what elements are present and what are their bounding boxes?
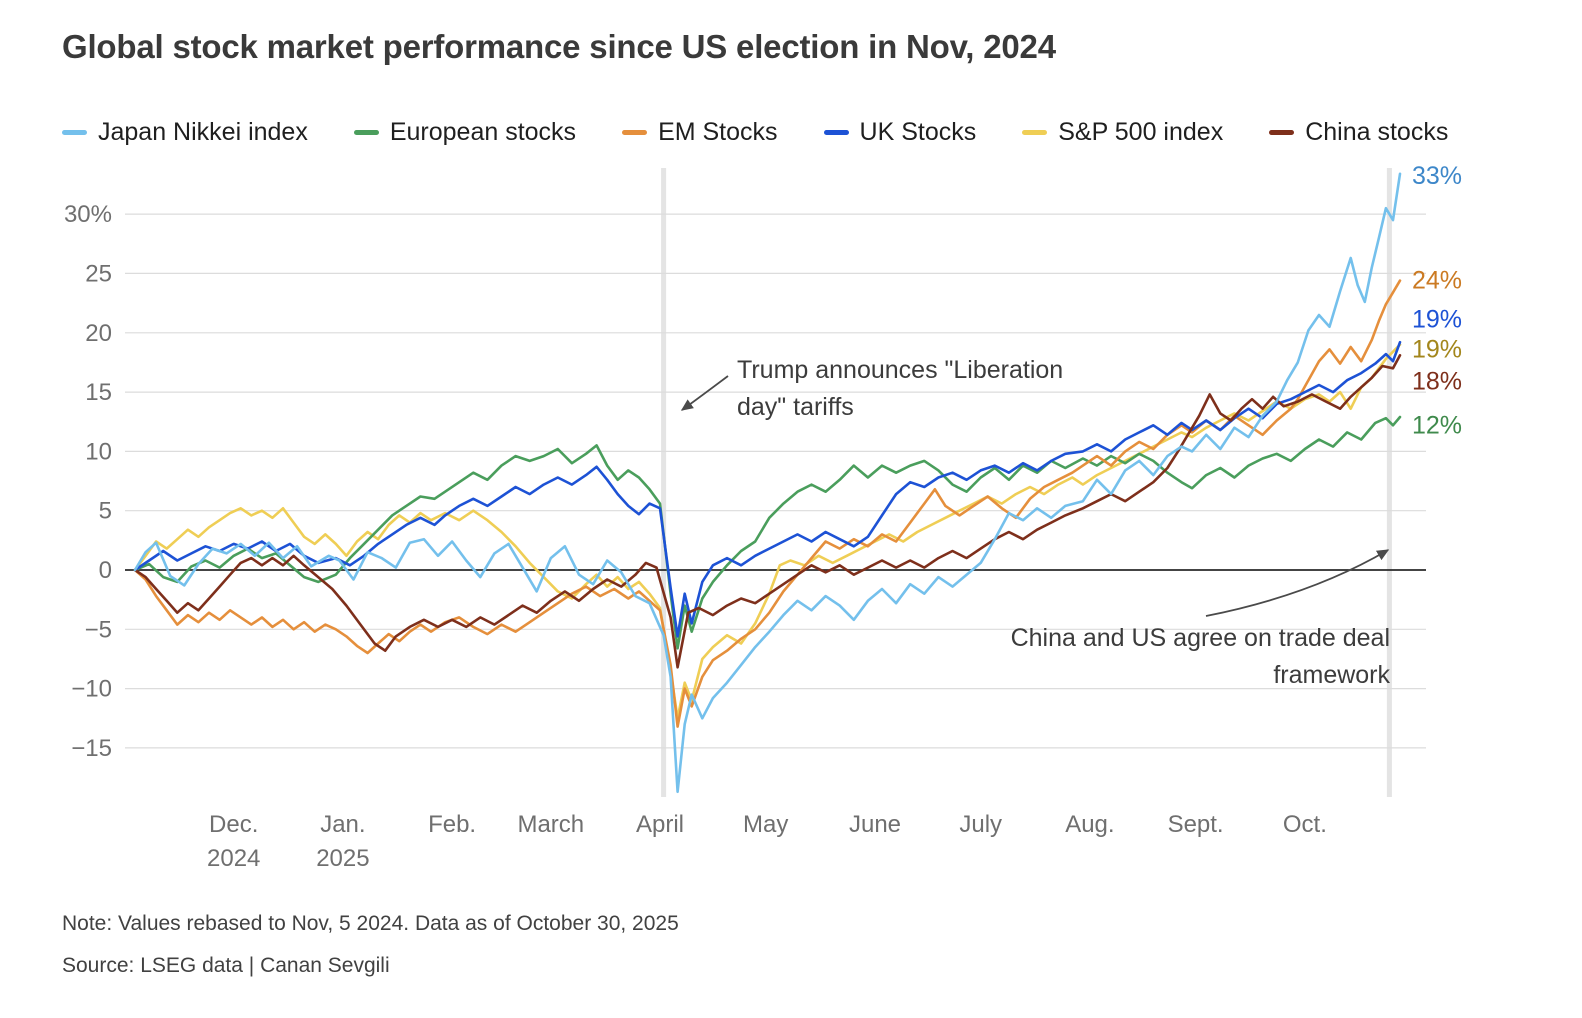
y-tick-label: −10 (71, 676, 112, 703)
y-tick-label: 0 (99, 557, 112, 584)
legend-dash-icon (622, 130, 648, 135)
x-tick-label: July (959, 811, 1002, 838)
legend-dash-icon (823, 130, 849, 135)
annotation-trade-deal: China and US agree on trade deal framewo… (1011, 620, 1390, 694)
legend-label: European stocks (389, 118, 577, 146)
liberation-annotation-arrow (680, 375, 729, 411)
y-tick-label: 25 (85, 260, 112, 287)
end-label-china-stocks: 18% (1412, 367, 1462, 395)
x-tick-label: Feb. (428, 811, 476, 838)
legend-dash-icon (1269, 130, 1295, 135)
x-tick-label: Sept. (1168, 811, 1224, 838)
legend-label: UK Stocks (859, 118, 977, 146)
x-tick-label: Jan. (320, 811, 365, 838)
series-line-european-stocks (133, 415, 1402, 650)
chart-legend: Japan Nikkei index European stocks EM Stoc… (62, 118, 1448, 147)
y-tick-label: −5 (85, 616, 112, 643)
x-tick-sublabel: 2024 (207, 845, 260, 872)
chart-note: Note: Values rebased to Nov, 5 2024. Dat… (62, 912, 679, 935)
legend-label: EM Stocks (658, 118, 778, 146)
annotation-liberation-day: Trump announces "Liberation day" tariffs (737, 352, 1063, 426)
end-label-japan-nikkei-index: 33% (1412, 162, 1462, 190)
legend-label: S&P 500 index (1058, 118, 1224, 146)
y-tick-label: 5 (99, 498, 112, 525)
x-tick-label: June (849, 811, 901, 838)
x-tick-label: Dec. (209, 811, 258, 838)
trade-deal-annotation-arrow (1205, 549, 1390, 617)
legend-label: Japan Nikkei index (98, 118, 308, 146)
y-tick-label: −15 (71, 735, 112, 762)
y-tick-label: 30% (64, 201, 112, 228)
end-label-european-stocks: 12% (1412, 411, 1462, 439)
legend-dash-icon (353, 130, 379, 135)
legend-label: China stocks (1305, 118, 1449, 146)
chart-title: Global stock market performance since US… (62, 28, 1056, 65)
legend-item: EM Stocks (622, 118, 778, 147)
x-tick-label: April (636, 811, 684, 838)
legend-dash-icon (1022, 130, 1048, 135)
annotation-liberation-line2: day" tariffs (737, 393, 854, 421)
chart-source: Source: LSEG data | Canan Sevgili (62, 954, 390, 977)
end-label-em-stocks: 24% (1412, 267, 1462, 295)
event-band-latest-data (1386, 168, 1392, 797)
x-tick-label: Oct. (1283, 811, 1327, 838)
series-line-china-stocks (133, 353, 1402, 669)
legend-item: Japan Nikkei index (62, 118, 308, 147)
x-tick-label: March (517, 811, 584, 838)
end-label-uk-stocks: 19% (1412, 306, 1462, 334)
y-tick-label: 10 (85, 438, 112, 465)
annotation-trade-deal-line1: China and US agree on trade deal (1010, 624, 1390, 652)
annotation-trade-deal-line2: framework (1273, 661, 1390, 689)
series-line-s-p-500-index (133, 343, 1402, 720)
series-line-uk-stocks (133, 340, 1402, 638)
annotation-liberation-line1: Trump announces "Liberation (737, 356, 1064, 384)
y-tick-label: 20 (85, 320, 112, 347)
legend-item: UK Stocks (823, 118, 977, 147)
x-tick-sublabel: 2025 (316, 845, 369, 872)
legend-item: China stocks (1269, 118, 1448, 147)
series-line-japan-nikkei-index (133, 172, 1402, 794)
x-tick-label: Aug. (1065, 811, 1114, 838)
event-band-liberation-day-tariffs (661, 168, 667, 797)
legend-item: S&P 500 index (1022, 118, 1223, 147)
legend-item: European stocks (353, 118, 577, 147)
y-tick-label: 15 (85, 379, 112, 406)
x-tick-label: May (743, 811, 788, 838)
legend-dash-icon (62, 130, 87, 135)
end-label-s-p-500-index: 19% (1412, 335, 1462, 363)
